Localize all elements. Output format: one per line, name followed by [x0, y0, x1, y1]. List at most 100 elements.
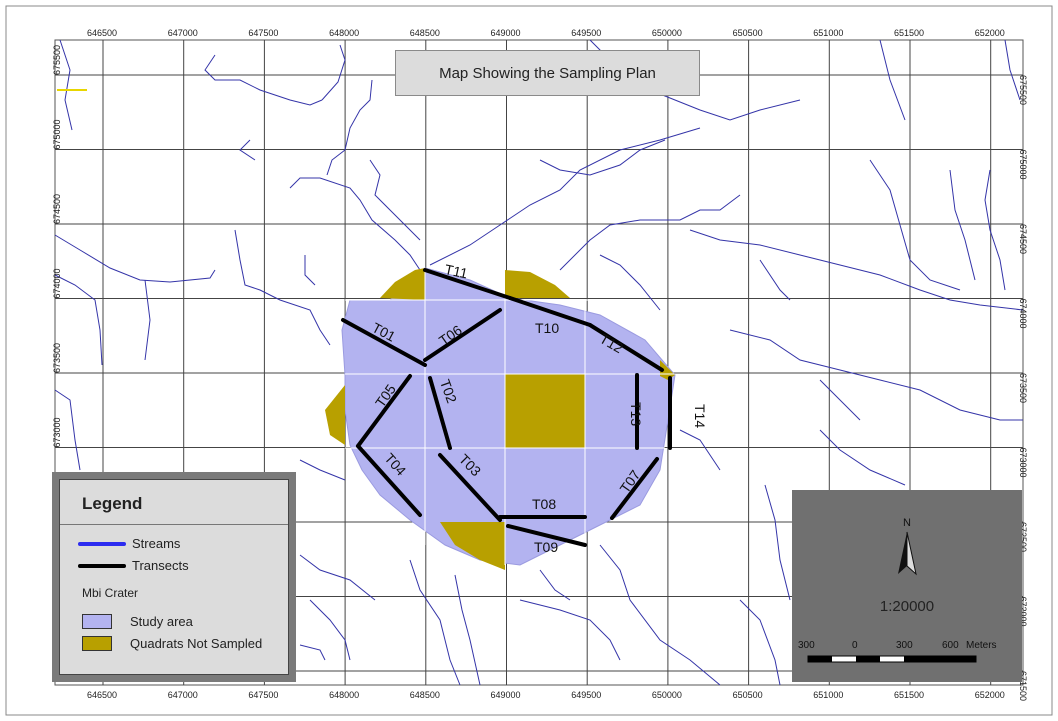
transects-swatch	[78, 563, 126, 568]
stream	[204, 54, 323, 106]
stream	[54, 234, 216, 283]
not-sampled-quadrat	[325, 385, 345, 445]
not-sampled-quadrat	[380, 268, 425, 300]
not-sampled-layer	[325, 268, 675, 570]
stream	[309, 599, 351, 661]
scale-unit: Meters	[966, 640, 997, 651]
transect-line	[356, 444, 422, 517]
stream	[299, 459, 346, 481]
transect-line	[588, 323, 664, 372]
x-tick-label: 646500	[87, 690, 117, 700]
transect-label: T14	[692, 404, 708, 428]
scale-label: 0	[852, 640, 858, 651]
transects-layer	[341, 268, 672, 547]
transect-label: T08	[532, 496, 556, 512]
stream	[729, 329, 1023, 421]
stream	[759, 259, 791, 301]
transect-line	[423, 268, 512, 300]
x-tick-label: 652000	[975, 28, 1005, 38]
transect-label: T02	[437, 377, 460, 405]
stream	[559, 194, 741, 271]
stream	[949, 169, 976, 281]
transect-line	[508, 296, 592, 327]
x-tick-label: 647500	[248, 690, 278, 700]
y-tick-label: 673000	[52, 417, 62, 447]
x-tick-label: 648000	[329, 28, 359, 38]
x-tick-label: 650000	[652, 28, 682, 38]
stream	[144, 279, 151, 361]
not-sampled-swatch	[82, 636, 112, 651]
stream	[599, 254, 661, 311]
x-tick-label: 648500	[410, 28, 440, 38]
legend-title: Legend	[82, 494, 143, 513]
x-tick-label: 649000	[491, 690, 521, 700]
x-tick-label: 650500	[733, 28, 763, 38]
transect-line	[356, 374, 412, 448]
stream	[299, 554, 376, 601]
study-area-swatch	[82, 614, 112, 629]
stream	[539, 139, 666, 176]
x-tick-label: 646500	[87, 28, 117, 38]
scale-label: 600	[942, 640, 959, 651]
y-tick-label: 675500	[1018, 75, 1028, 105]
legend-item-study-area: Study area	[82, 614, 193, 629]
y-tick-label: 673500	[1018, 373, 1028, 403]
stream	[764, 484, 791, 601]
legend-panel: Legend Streams Transects Mbi Crater Stud…	[52, 472, 296, 682]
x-tick-label: 647000	[168, 28, 198, 38]
y-tick-label: 674000	[1018, 299, 1028, 329]
stream	[539, 569, 571, 601]
not-sampled-quadrat	[440, 522, 505, 570]
transect-label: T10	[535, 320, 559, 336]
legend-inner: Legend Streams Transects Mbi Crater Stud…	[59, 479, 289, 675]
map-title: Map Showing the Sampling Plan	[395, 50, 700, 96]
quadrat-grid	[345, 270, 675, 565]
stream	[984, 169, 1006, 291]
x-tick-label: 650500	[733, 690, 763, 700]
transect-label: T09	[534, 539, 558, 555]
scale-label: 300	[798, 640, 815, 651]
x-tick-label: 652000	[975, 690, 1005, 700]
stream	[409, 559, 461, 686]
stream	[454, 574, 481, 686]
stream	[429, 127, 701, 266]
x-tick-label: 648000	[329, 690, 359, 700]
stream	[321, 44, 346, 101]
transect-line	[438, 453, 502, 522]
x-tick-label: 649000	[491, 28, 521, 38]
transect-line	[610, 457, 659, 520]
not-sampled-quadrat	[505, 374, 585, 448]
legend-item-streams: Streams	[78, 536, 180, 551]
scale-label: 300	[896, 640, 913, 651]
transect-line	[423, 308, 502, 362]
y-tick-label: 672000	[1018, 597, 1028, 627]
north-arrow-icon	[898, 531, 917, 576]
stream	[234, 229, 331, 346]
y-tick-label: 675500	[52, 45, 62, 75]
stream	[54, 389, 81, 471]
transect-line	[506, 524, 587, 547]
stream	[326, 79, 373, 176]
y-tick-label: 673000	[1018, 448, 1028, 478]
x-tick-label: 649500	[571, 28, 601, 38]
stream	[599, 544, 721, 686]
x-tick-label: 651000	[813, 28, 843, 38]
legend-group-label: Mbi Crater	[82, 586, 138, 600]
stream	[869, 159, 961, 291]
not-sampled-quadrat	[505, 270, 570, 298]
stream	[54, 274, 103, 366]
y-tick-label: 671500	[1018, 671, 1028, 701]
stream	[819, 379, 861, 421]
legend-label-study-area: Study area	[130, 614, 193, 629]
stream	[679, 429, 721, 471]
streams-layer	[54, 39, 1024, 686]
x-tick-label: 651500	[894, 690, 924, 700]
x-tick-label: 647000	[168, 690, 198, 700]
north-label: N	[903, 517, 911, 529]
legend-label-not-sampled: Quadrats Not Sampled	[130, 636, 263, 651]
scale-panel: N 1:20000 300 0 300 600 Meters	[792, 490, 1022, 682]
stream	[299, 644, 326, 661]
stream	[739, 599, 781, 686]
x-tick-label: 649500	[571, 690, 601, 700]
scale-bar	[807, 655, 977, 663]
